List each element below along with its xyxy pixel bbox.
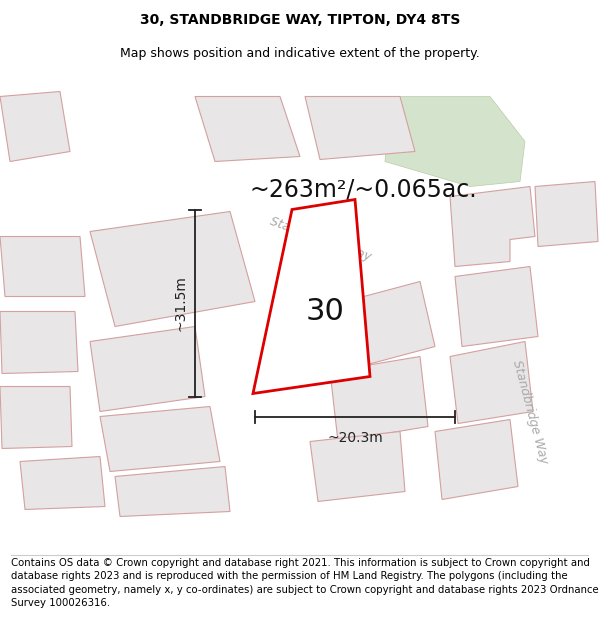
- Polygon shape: [90, 326, 205, 411]
- Polygon shape: [20, 456, 105, 509]
- Polygon shape: [0, 311, 78, 374]
- Polygon shape: [305, 96, 415, 159]
- Polygon shape: [330, 356, 428, 441]
- Polygon shape: [0, 386, 72, 449]
- Polygon shape: [90, 211, 255, 326]
- Text: ~31.5m: ~31.5m: [174, 275, 188, 331]
- Polygon shape: [435, 419, 518, 499]
- Polygon shape: [75, 101, 530, 231]
- Polygon shape: [385, 96, 525, 186]
- Text: ~20.3m: ~20.3m: [327, 431, 383, 446]
- Polygon shape: [0, 91, 70, 161]
- Text: 30, STANDBRIDGE WAY, TIPTON, DY4 8TS: 30, STANDBRIDGE WAY, TIPTON, DY4 8TS: [140, 13, 460, 27]
- Polygon shape: [115, 466, 230, 516]
- Text: ~263m²/~0.065ac.: ~263m²/~0.065ac.: [250, 177, 478, 201]
- Text: Standbridge Way: Standbridge Way: [268, 215, 373, 264]
- Text: Contains OS data © Crown copyright and database right 2021. This information is : Contains OS data © Crown copyright and d…: [11, 558, 598, 608]
- Text: 30: 30: [305, 297, 344, 326]
- Text: Map shows position and indicative extent of the property.: Map shows position and indicative extent…: [120, 48, 480, 61]
- Polygon shape: [0, 236, 85, 296]
- Polygon shape: [390, 216, 600, 541]
- Polygon shape: [0, 81, 130, 226]
- Polygon shape: [253, 199, 370, 394]
- Polygon shape: [450, 341, 533, 424]
- Text: Standbridge Way: Standbridge Way: [510, 358, 550, 465]
- Polygon shape: [535, 181, 598, 246]
- Polygon shape: [450, 186, 535, 266]
- Polygon shape: [455, 266, 538, 346]
- Polygon shape: [100, 406, 220, 471]
- Polygon shape: [195, 96, 300, 161]
- Polygon shape: [310, 431, 405, 501]
- Polygon shape: [345, 281, 435, 366]
